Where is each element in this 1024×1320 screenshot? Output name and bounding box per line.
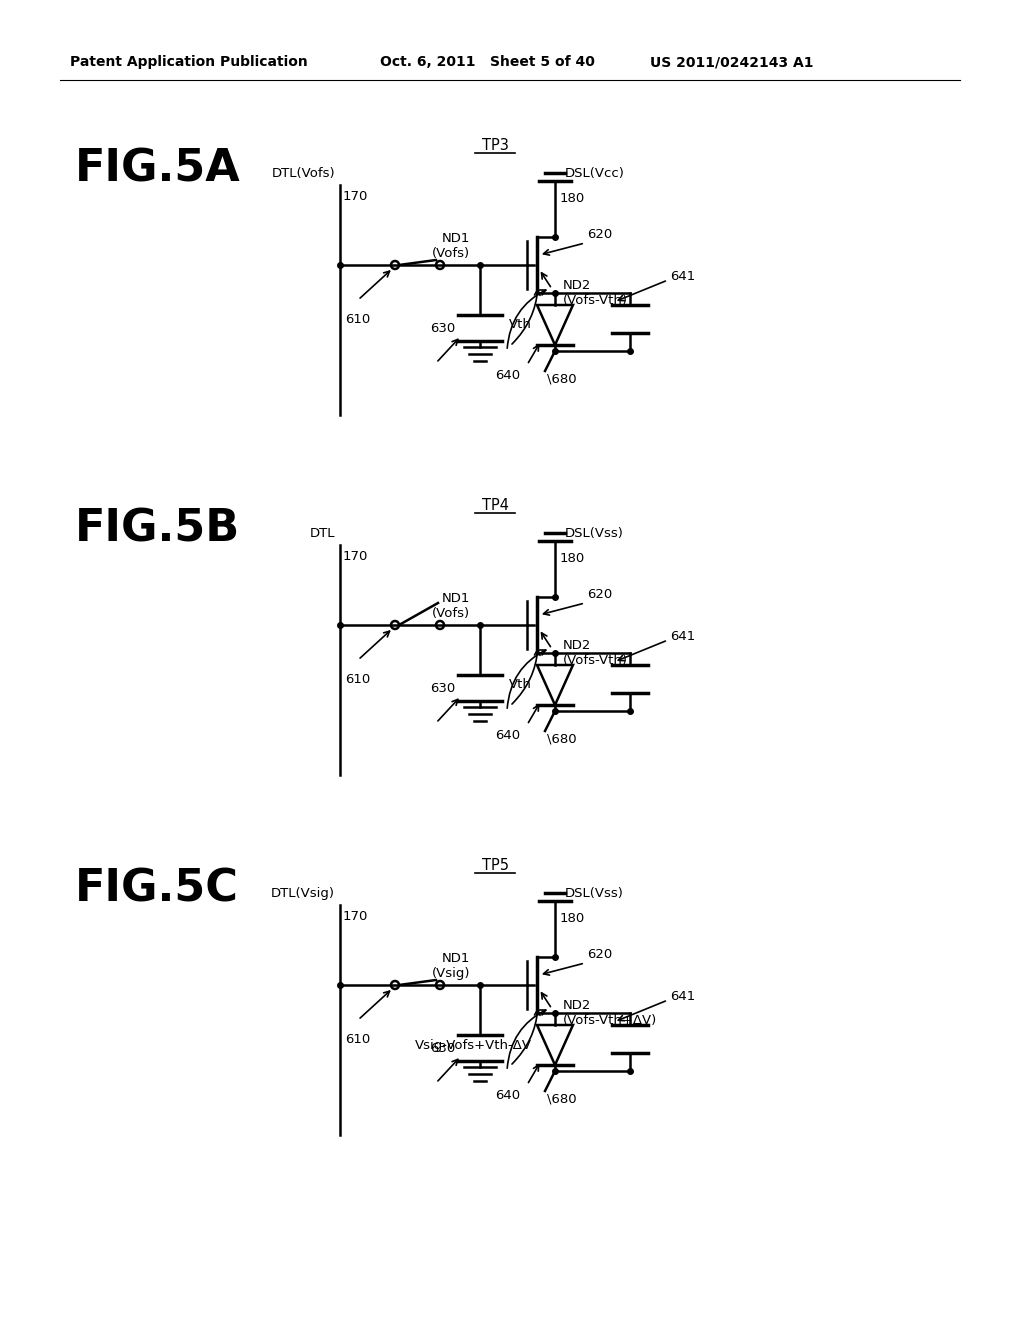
- Text: ND1
(Vsig): ND1 (Vsig): [431, 952, 470, 979]
- Text: ND1
(Vofs): ND1 (Vofs): [432, 232, 470, 260]
- Text: Sheet 5 of 40: Sheet 5 of 40: [490, 55, 595, 69]
- Text: 641: 641: [670, 990, 695, 1003]
- Text: 620: 620: [587, 589, 612, 602]
- Text: Vth: Vth: [509, 678, 532, 692]
- Text: 180: 180: [560, 552, 586, 565]
- Text: 630: 630: [430, 681, 455, 694]
- Text: 180: 180: [560, 912, 586, 924]
- Text: 170: 170: [343, 190, 369, 203]
- Text: 641: 641: [670, 271, 695, 284]
- Text: 180: 180: [560, 191, 586, 205]
- Text: 170: 170: [343, 909, 369, 923]
- Text: TP3: TP3: [481, 139, 509, 153]
- Text: 610: 610: [345, 1034, 371, 1045]
- Text: DSL(Vcc): DSL(Vcc): [565, 166, 625, 180]
- Text: 640: 640: [495, 1089, 520, 1102]
- Text: \680: \680: [547, 733, 577, 746]
- Text: 640: 640: [495, 729, 520, 742]
- Text: FIG.5C: FIG.5C: [75, 869, 239, 911]
- Text: 620: 620: [587, 949, 612, 961]
- Text: US 2011/0242143 A1: US 2011/0242143 A1: [650, 55, 813, 69]
- Text: ND1
(Vofs): ND1 (Vofs): [432, 591, 470, 620]
- Text: Vsig-Vofs+Vth-ΔV: Vsig-Vofs+Vth-ΔV: [415, 1039, 532, 1052]
- Text: Patent Application Publication: Patent Application Publication: [70, 55, 308, 69]
- Text: DTL(Vofs): DTL(Vofs): [271, 168, 335, 180]
- Text: \680: \680: [547, 1093, 577, 1106]
- Text: ND2
(Vofs-Vth+ΔV): ND2 (Vofs-Vth+ΔV): [563, 999, 657, 1027]
- Text: 620: 620: [587, 228, 612, 242]
- Text: FIG.5A: FIG.5A: [75, 148, 241, 191]
- Text: 610: 610: [345, 673, 371, 686]
- Text: 641: 641: [670, 631, 695, 644]
- Text: DSL(Vss): DSL(Vss): [565, 527, 624, 540]
- Text: ND2
(Vofs-Vth): ND2 (Vofs-Vth): [563, 639, 628, 667]
- Text: Vth: Vth: [509, 318, 532, 331]
- Text: TP5: TP5: [481, 858, 509, 873]
- Text: 630: 630: [430, 1041, 455, 1055]
- Text: 630: 630: [430, 322, 455, 334]
- Text: DSL(Vss): DSL(Vss): [565, 887, 624, 899]
- Text: \680: \680: [547, 374, 577, 385]
- Text: 610: 610: [345, 313, 371, 326]
- Text: FIG.5B: FIG.5B: [75, 508, 241, 550]
- Text: 640: 640: [495, 370, 520, 381]
- Text: Oct. 6, 2011: Oct. 6, 2011: [380, 55, 475, 69]
- Text: DTL: DTL: [309, 527, 335, 540]
- Text: ND2
(Vofs-Vth): ND2 (Vofs-Vth): [563, 279, 628, 308]
- Text: DTL(Vsig): DTL(Vsig): [271, 887, 335, 900]
- Text: TP4: TP4: [481, 498, 509, 513]
- Text: 170: 170: [343, 550, 369, 564]
